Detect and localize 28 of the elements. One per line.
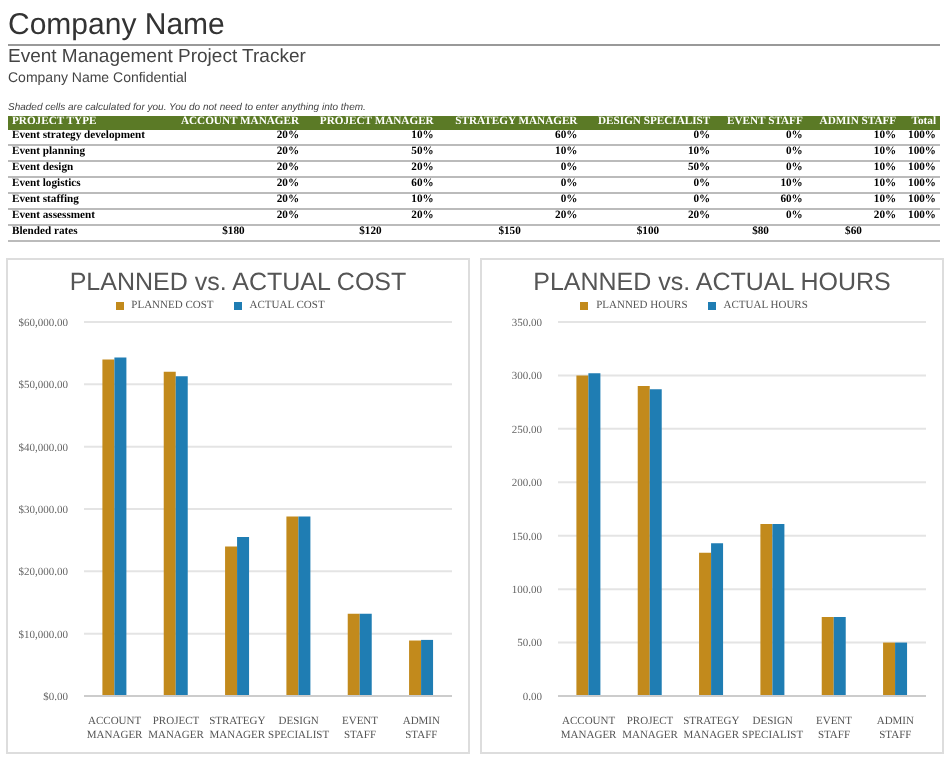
bar xyxy=(588,373,601,696)
bar xyxy=(175,376,188,696)
bar xyxy=(649,389,662,696)
bar xyxy=(772,523,785,696)
bar xyxy=(883,642,896,696)
bar xyxy=(102,359,115,696)
bar xyxy=(114,357,127,696)
bar xyxy=(895,642,908,696)
bar xyxy=(421,639,434,696)
bar xyxy=(237,537,250,696)
bar xyxy=(711,543,724,696)
bar xyxy=(225,546,238,696)
bar xyxy=(347,613,360,696)
bar xyxy=(821,616,834,696)
chart-title: PLANNED vs. ACTUAL COST xyxy=(67,266,409,298)
bar xyxy=(699,552,712,696)
bar xyxy=(637,386,650,696)
bar xyxy=(298,516,311,696)
bar xyxy=(409,640,422,696)
chart-title: Company Name xyxy=(8,8,940,46)
bar xyxy=(760,523,773,696)
bar xyxy=(833,616,846,696)
bar xyxy=(163,371,176,696)
chart-subtitle: Event Management Project Tracker xyxy=(8,46,308,70)
bar xyxy=(286,516,299,696)
bar xyxy=(576,375,589,696)
bar xyxy=(359,613,372,696)
chart-title: PLANNED vs. ACTUAL HOURS xyxy=(531,266,893,298)
